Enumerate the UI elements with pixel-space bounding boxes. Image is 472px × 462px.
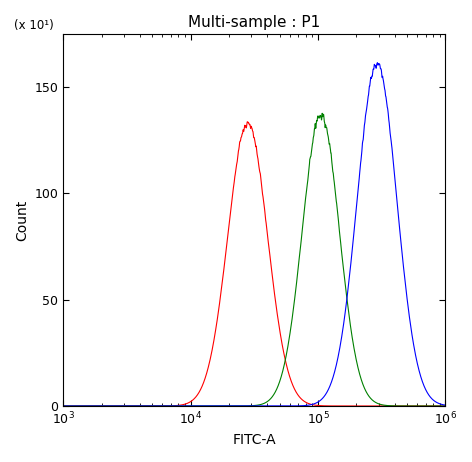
X-axis label: FITC-A: FITC-A (233, 433, 276, 447)
Y-axis label: Count: Count (15, 199, 29, 241)
Text: (x 10¹): (x 10¹) (14, 19, 53, 32)
Title: Multi-sample : P1: Multi-sample : P1 (188, 15, 320, 30)
